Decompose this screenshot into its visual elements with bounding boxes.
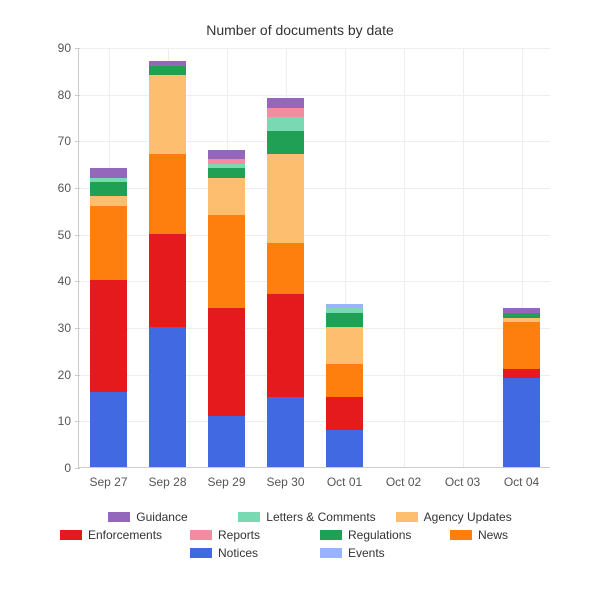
bar-segment-regulations — [208, 168, 245, 177]
x-tick-label: Sep 29 — [207, 467, 245, 489]
legend-label: Letters & Comments — [266, 510, 375, 524]
legend-label: Regulations — [348, 528, 411, 542]
bar-segment-agency — [208, 178, 245, 215]
legend-swatch — [238, 512, 260, 522]
legend: Guidance Letters & Comments Agency Updates… — [60, 510, 560, 560]
legend-item-events: Events — [320, 546, 430, 560]
legend-swatch — [320, 530, 342, 540]
bar-segment-agency — [267, 154, 304, 243]
x-tick-label: Sep 28 — [148, 467, 186, 489]
gridline-h — [79, 48, 550, 49]
bar-segment-enforcements — [149, 234, 186, 327]
bar-segment-news — [90, 206, 127, 281]
bar-segment-news — [326, 364, 363, 397]
bar-segment-news — [149, 154, 186, 233]
legend-label: Enforcements — [88, 528, 162, 542]
legend-item-guidance: Guidance — [108, 510, 218, 524]
bar-segment-regulations — [267, 131, 304, 154]
legend-swatch — [190, 548, 212, 558]
x-tick-label: Oct 01 — [327, 467, 362, 489]
chart-title: Number of documents by date — [0, 22, 600, 38]
bar-column — [208, 150, 245, 467]
legend-swatch — [320, 548, 342, 558]
legend-item-enforcements: Enforcements — [60, 528, 170, 542]
bar-segment-guidance — [267, 98, 304, 107]
gridline-v — [463, 48, 464, 467]
legend-item-regulations: Regulations — [320, 528, 430, 542]
bar-segment-news — [267, 243, 304, 294]
y-tick-label: 20 — [58, 368, 79, 382]
y-tick-label: 70 — [58, 134, 79, 148]
y-tick-label: 40 — [58, 274, 79, 288]
legend-item-news: News — [450, 528, 560, 542]
bar-column — [149, 61, 186, 467]
legend-item-letters: Letters & Comments — [238, 510, 375, 524]
bar-segment-guidance — [90, 168, 127, 177]
y-tick-label: 90 — [58, 41, 79, 55]
bar-segment-regulations — [90, 182, 127, 196]
bar-segment-notices — [208, 416, 245, 467]
bar-column — [326, 304, 363, 467]
x-tick-label: Sep 27 — [89, 467, 127, 489]
x-tick-label: Oct 03 — [445, 467, 480, 489]
legend-swatch — [60, 530, 82, 540]
legend-label: Reports — [218, 528, 260, 542]
bar-segment-reports — [267, 108, 304, 117]
bar-segment-notices — [503, 378, 540, 467]
bar-column — [90, 168, 127, 467]
bar-segment-enforcements — [326, 397, 363, 430]
bar-segment-notices — [90, 392, 127, 467]
legend-swatch — [396, 512, 418, 522]
legend-swatch — [108, 512, 130, 522]
x-tick-label: Oct 04 — [504, 467, 539, 489]
legend-item-reports: Reports — [190, 528, 300, 542]
legend-swatch — [450, 530, 472, 540]
x-tick-label: Sep 30 — [266, 467, 304, 489]
y-tick-label: 80 — [58, 88, 79, 102]
y-tick-label: 0 — [64, 461, 79, 475]
bar-segment-agency — [149, 75, 186, 154]
legend-item-agency: Agency Updates — [396, 510, 512, 524]
bar-segment-agency — [326, 327, 363, 364]
bar-segment-news — [503, 322, 540, 369]
bar-segment-notices — [326, 430, 363, 467]
legend-label: Guidance — [136, 510, 187, 524]
legend-swatch — [190, 530, 212, 540]
bar-segment-notices — [149, 327, 186, 467]
y-tick-label: 60 — [58, 181, 79, 195]
y-tick-label: 50 — [58, 228, 79, 242]
bar-column — [267, 98, 304, 467]
bar-column — [503, 308, 540, 467]
figure: Number of documents by date 010203040506… — [0, 0, 600, 600]
bar-segment-enforcements — [267, 294, 304, 397]
bar-segment-notices — [267, 397, 304, 467]
bar-segment-letters — [267, 117, 304, 131]
legend-item-notices: Notices — [190, 546, 300, 560]
plot-area: 0102030405060708090Sep 27Sep 28Sep 29Sep… — [78, 48, 550, 468]
y-tick-label: 30 — [58, 321, 79, 335]
bar-segment-news — [208, 215, 245, 308]
legend-label: News — [478, 528, 508, 542]
bar-segment-enforcements — [90, 280, 127, 392]
bar-segment-regulations — [326, 313, 363, 327]
x-tick-label: Oct 02 — [386, 467, 421, 489]
y-tick-label: 10 — [58, 414, 79, 428]
legend-label: Agency Updates — [424, 510, 512, 524]
bar-segment-enforcements — [503, 369, 540, 378]
bar-segment-agency — [90, 196, 127, 205]
bar-segment-regulations — [149, 66, 186, 75]
legend-label: Events — [348, 546, 385, 560]
legend-label: Notices — [218, 546, 258, 560]
bar-segment-guidance — [208, 150, 245, 159]
gridline-v — [404, 48, 405, 467]
bar-segment-enforcements — [208, 308, 245, 415]
